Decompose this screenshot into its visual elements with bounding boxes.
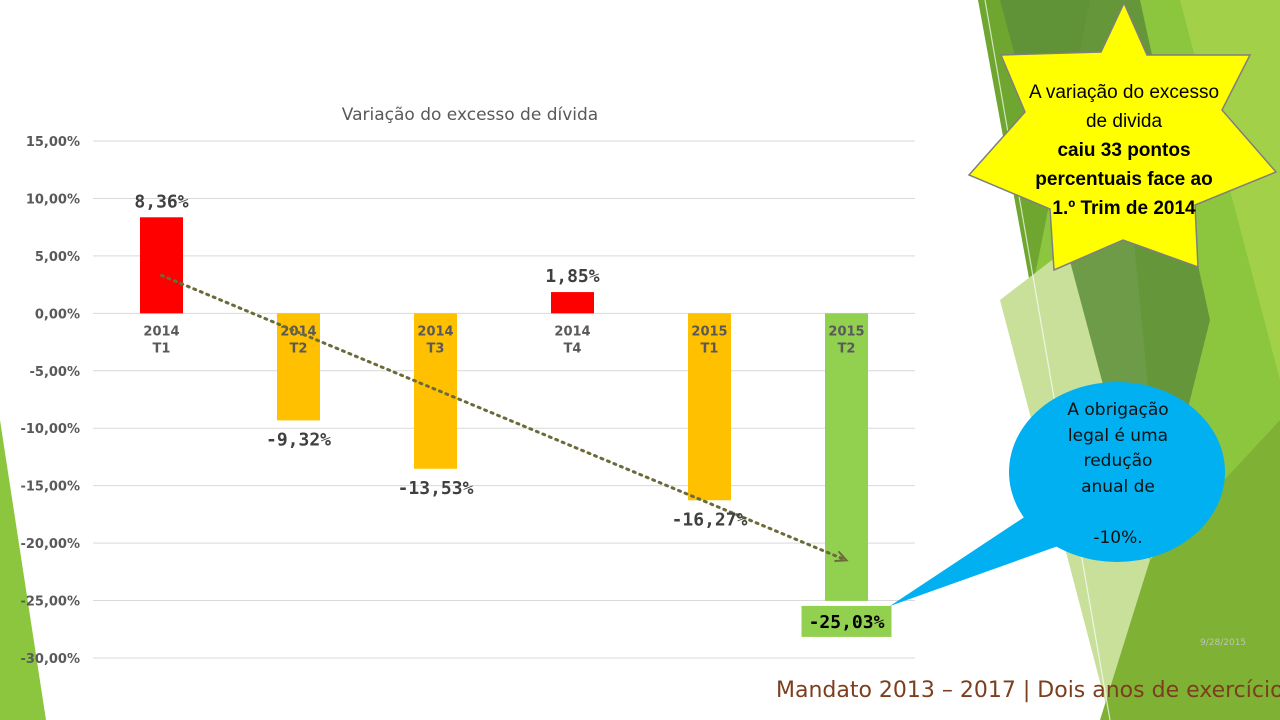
data-label: -25,03% xyxy=(809,612,885,633)
x-tick-label: T2 xyxy=(838,341,856,356)
callout-line-4: anual de xyxy=(1081,476,1155,497)
data-label: 8,36% xyxy=(134,191,188,212)
bar xyxy=(140,217,183,314)
y-tick-label: -20,00% xyxy=(20,537,80,552)
y-tick-label: 10,00% xyxy=(26,192,80,207)
bar xyxy=(688,313,731,501)
star-line-1: A variação do excesso xyxy=(1028,82,1220,103)
y-tick-label: -5,00% xyxy=(30,365,81,380)
data-label: 1,85% xyxy=(545,266,599,287)
x-tick-label: 2014 xyxy=(143,324,179,339)
y-tick-label: 0,00% xyxy=(35,307,80,322)
y-tick-label: -30,00% xyxy=(20,652,80,667)
x-axis-labels: 2014T12014T22014T32014T42015T12015T2 xyxy=(143,324,864,356)
data-label: -16,27% xyxy=(672,509,748,530)
callout-line-2: legal é uma xyxy=(1067,425,1169,446)
x-tick-label: T4 xyxy=(564,341,582,356)
bar xyxy=(551,292,594,314)
gridlines xyxy=(93,140,915,659)
x-tick-label: T1 xyxy=(701,341,719,356)
x-tick-label: 2014 xyxy=(417,324,453,339)
value-label-background xyxy=(801,605,892,637)
x-tick-label: 2015 xyxy=(828,324,864,339)
x-tick-label: 2014 xyxy=(554,324,590,339)
right-panel-bottom xyxy=(1100,420,1280,720)
y-tick-label: -15,00% xyxy=(20,480,80,495)
x-tick-label: T1 xyxy=(153,341,171,356)
y-tick-label: 15,00% xyxy=(26,135,80,150)
star-line-5: 1.º Trim de 2014 xyxy=(1052,198,1196,219)
star-line-2: de divida xyxy=(1085,111,1163,132)
star-line-3: caiu 33 pontos xyxy=(1057,140,1191,161)
speech-callout-text: A obrigação legal é uma redução anual de… xyxy=(1040,398,1196,551)
x-tick-label: T2 xyxy=(290,341,308,356)
x-tick-label: T3 xyxy=(427,341,445,356)
callout-line-1: A obrigação xyxy=(1067,400,1169,420)
bars xyxy=(140,217,868,601)
slide-date: 9/28/2015 xyxy=(1200,638,1247,648)
data-label: -13,53% xyxy=(398,478,474,499)
callout-line-6: -10%. xyxy=(1093,527,1143,548)
callout-line-5 xyxy=(1040,500,1196,526)
trendline xyxy=(160,273,849,563)
y-tick-label: 5,00% xyxy=(35,250,80,265)
x-tick-label: 2015 xyxy=(691,324,727,339)
trend-arrowhead xyxy=(834,550,849,563)
trend-line xyxy=(160,273,848,562)
star-line-4: percentuais face ao xyxy=(1035,169,1213,190)
left-accent xyxy=(0,420,46,720)
star-callout-text: A variação do excesso de divida caiu 33 … xyxy=(1010,78,1238,223)
bar xyxy=(825,313,868,601)
chart-title: Variação do excesso de dívida xyxy=(342,105,598,125)
bar xyxy=(414,313,457,469)
footer-title: Mandato 2013 – 2017 | Dois anos de exerc… xyxy=(776,678,1280,703)
callout-line-3: redução xyxy=(1083,451,1153,471)
y-tick-label: -10,00% xyxy=(20,422,80,437)
data-label: -9,32% xyxy=(266,429,331,450)
y-tick-label: -25,00% xyxy=(20,595,80,610)
value-labels: 8,36% -9,32% -13,53% 1,85% -16,27% -25,03% xyxy=(134,191,892,637)
y-axis-ticks: 15,00% 10,00% 5,00% 0,00% -5,00% -10,00% -15,0… xyxy=(20,135,80,667)
